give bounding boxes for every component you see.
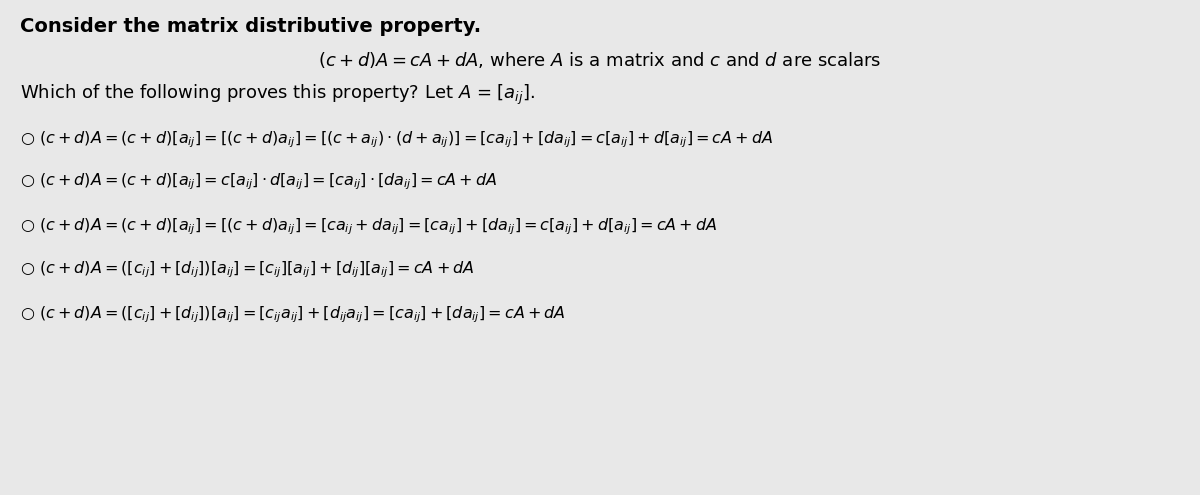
Text: ○ $(c + d)A = (c + d)\left[a_{ij}\right] = c\left[a_{ij}\right] \cdot d\left[a_{: ○ $(c + d)A = (c + d)\left[a_{ij}\right]… — [20, 172, 498, 192]
Text: ○ $(c + d)A = (c + d)\left[a_{ij}\right] = \left[(c + d)a_{ij}\right] = \left[(c: ○ $(c + d)A = (c + d)\left[a_{ij}\right]… — [20, 130, 773, 150]
Text: Consider the matrix distributive property.: Consider the matrix distributive propert… — [20, 17, 481, 37]
Text: ○ $(c + d)A = \left(\left[c_{ij}\right] + \left[d_{ij}\right]\right)\left[a_{ij}: ○ $(c + d)A = \left(\left[c_{ij}\right] … — [20, 260, 474, 280]
Text: $(c + d)A = cA + dA$, where $A$ is a matrix and $c$ and $d$ are scalars: $(c + d)A = cA + dA$, where $A$ is a mat… — [318, 50, 882, 70]
Text: ○ $(c + d)A = \left(\left[c_{ij}\right] + \left[d_{ij}\right]\right)\left[a_{ij}: ○ $(c + d)A = \left(\left[c_{ij}\right] … — [20, 305, 565, 325]
Text: Which of the following proves this property? Let $A$ = $\left[a_{ij}\right]$.: Which of the following proves this prope… — [20, 83, 535, 107]
Text: ○ $(c + d)A = (c + d)\left[a_{ij}\right] = \left[(c + d)a_{ij}\right] = \left[ca: ○ $(c + d)A = (c + d)\left[a_{ij}\right]… — [20, 217, 718, 237]
